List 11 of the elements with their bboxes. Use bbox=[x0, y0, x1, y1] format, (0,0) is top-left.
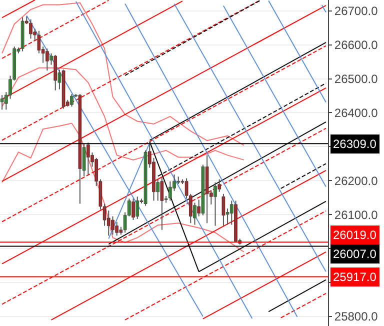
y-tick-label: 26500.0 bbox=[334, 72, 378, 86]
y-tick-label: 26700.0 bbox=[334, 4, 378, 18]
ref-line-label: 26019.0 bbox=[333, 228, 377, 242]
y-tick-label: 26400.0 bbox=[334, 106, 378, 120]
y-tick-label: 26600.0 bbox=[334, 38, 378, 52]
ref-line-label: 25917.0 bbox=[333, 270, 377, 284]
y-tick-label: 26200.0 bbox=[334, 174, 378, 188]
ref-line-label: 26007.0 bbox=[333, 247, 377, 261]
y-tick-label: 25800.0 bbox=[334, 310, 378, 324]
ref-line-label: 26309.0 bbox=[333, 137, 377, 151]
y-tick-label: 26100.0 bbox=[334, 208, 378, 222]
